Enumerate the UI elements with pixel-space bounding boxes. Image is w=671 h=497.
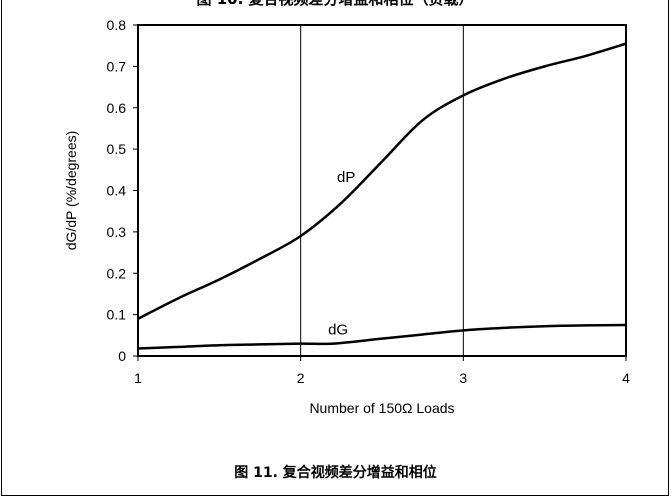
cut-off-header-text: 图 10. 复合视频差分增益和相位（负载） — [2, 0, 668, 9]
x-tick-label: 2 — [297, 370, 305, 386]
series-layer — [137, 42, 627, 350]
figure-caption: 图 11. 复合视频差分增益和相位 — [234, 465, 437, 481]
grid-layer — [300, 25, 464, 356]
series-label-dg: dG — [328, 321, 348, 338]
y-tick-label: 0.3 — [107, 224, 127, 240]
tick-layer: 1 2 3 4 0 0.1 0.2 0.3 0.4 0.5 0.6 0.7 0.8 — [107, 17, 631, 386]
y-tick-label: 0.8 — [107, 17, 127, 33]
y-tick-label: 0.4 — [107, 183, 127, 199]
x-tick-label: 4 — [622, 370, 630, 386]
line-chart: 1 2 3 4 0 0.1 0.2 0.3 0.4 0.5 0.6 0.7 0.8 dG/dP (%/d… — [63, 17, 631, 416]
plot-area — [137, 24, 627, 357]
y-tick-label: 0.2 — [107, 265, 127, 281]
x-tick-label: 1 — [134, 370, 142, 386]
series-line-dp — [137, 42, 627, 320]
y-tick-label: 0.6 — [107, 100, 127, 116]
x-axis-label: Number of 150Ω Loads — [309, 400, 454, 416]
y-tick-label: 0.7 — [107, 58, 127, 74]
series-line-dg — [137, 323, 627, 350]
y-tick-label: 0 — [118, 348, 126, 364]
series-label-dp: dP — [337, 169, 355, 186]
y-tick-label: 0.5 — [107, 141, 127, 157]
y-tick-label: 0.1 — [107, 307, 127, 323]
cut-off-header: 图 10. 复合视频差分增益和相位（负载） — [2, 0, 668, 10]
x-tick-label: 3 — [459, 370, 467, 386]
y-axis-label: dG/dP (%/degrees) — [63, 131, 79, 251]
